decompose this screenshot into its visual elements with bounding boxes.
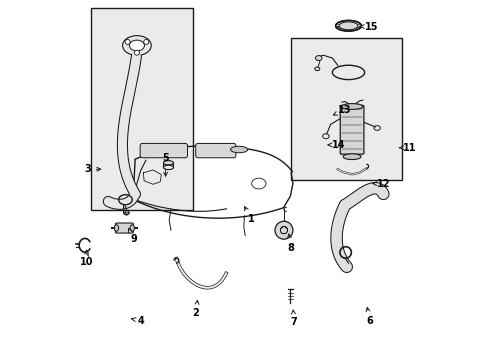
- FancyBboxPatch shape: [195, 143, 235, 158]
- Circle shape: [125, 40, 130, 44]
- Text: 13: 13: [333, 105, 350, 115]
- Circle shape: [134, 50, 139, 55]
- Text: 5: 5: [162, 153, 169, 176]
- Text: 10: 10: [80, 250, 93, 267]
- Ellipse shape: [125, 211, 128, 213]
- Ellipse shape: [130, 225, 134, 231]
- Ellipse shape: [314, 67, 319, 71]
- Text: 6: 6: [366, 307, 373, 325]
- Text: 3: 3: [84, 164, 101, 174]
- Text: 9: 9: [128, 228, 137, 244]
- Ellipse shape: [315, 55, 321, 60]
- FancyBboxPatch shape: [140, 143, 187, 158]
- Circle shape: [274, 221, 292, 239]
- Text: 12: 12: [372, 179, 389, 189]
- Ellipse shape: [163, 165, 173, 170]
- Ellipse shape: [122, 36, 151, 55]
- Ellipse shape: [163, 161, 173, 165]
- Ellipse shape: [341, 104, 362, 109]
- Bar: [290, 39, 402, 180]
- Text: 8: 8: [287, 234, 294, 253]
- Ellipse shape: [343, 154, 360, 159]
- FancyBboxPatch shape: [340, 105, 363, 154]
- Text: 4: 4: [131, 316, 143, 325]
- Text: 11: 11: [399, 143, 415, 153]
- Bar: [91, 8, 193, 211]
- Ellipse shape: [335, 21, 361, 31]
- Ellipse shape: [114, 225, 119, 231]
- Circle shape: [143, 40, 148, 44]
- Text: 7: 7: [290, 310, 297, 327]
- Ellipse shape: [129, 40, 144, 51]
- Text: 14: 14: [327, 140, 345, 150]
- FancyBboxPatch shape: [115, 223, 133, 233]
- Text: 2: 2: [192, 300, 199, 318]
- Text: 1: 1: [244, 207, 255, 224]
- Text: 15: 15: [359, 22, 378, 32]
- Ellipse shape: [230, 146, 247, 153]
